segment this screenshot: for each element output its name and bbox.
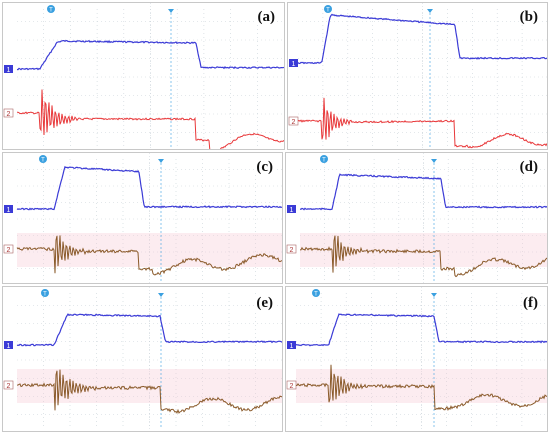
scope-trace-c: T 1 2 <box>3 153 282 283</box>
channel-1-trace <box>16 165 282 211</box>
cursor-marker <box>158 159 164 163</box>
ch2-badge <box>3 380 14 390</box>
grid <box>300 153 547 283</box>
ch2-label: 2 <box>292 119 296 126</box>
cursor-marker <box>431 293 437 297</box>
scope-trace-d: T 1 2 <box>286 153 547 283</box>
channel-2-marker: 2 <box>3 244 14 254</box>
channel-1-marker: 1 <box>4 205 13 214</box>
ch2-label: 2 <box>290 383 294 390</box>
ch1-label: 1 <box>7 207 11 214</box>
trigger-label: T <box>41 158 45 164</box>
ch2-badge <box>286 380 297 390</box>
ch1-badge <box>4 205 13 213</box>
ch2-label: 2 <box>290 247 294 254</box>
channel-2-marker: 2 <box>3 380 14 390</box>
channel-1-trace <box>16 313 282 347</box>
panel-c: T 1 2 (c) <box>2 152 283 284</box>
panel-label: (a) <box>256 9 276 25</box>
panel-f: T 1 2 (f) <box>285 286 548 432</box>
grid <box>17 153 282 283</box>
scope-trace-b: T 1 2 <box>288 3 547 149</box>
channel-1-marker: 1 <box>287 341 296 350</box>
ch1-label: 1 <box>292 61 296 68</box>
scope-trace-e: T 1 2 <box>3 287 282 431</box>
trigger-marker: T <box>324 5 332 14</box>
scope-trace-f: T 1 2 <box>286 287 547 431</box>
grid <box>17 3 284 149</box>
panel-label: (d) <box>518 159 539 175</box>
panel-e: T 1 2 (e) <box>2 286 283 432</box>
trigger-marker: T <box>39 155 47 164</box>
channel-2-marker: 2 <box>3 108 14 118</box>
trigger-label: T <box>322 158 326 164</box>
grid <box>17 287 282 431</box>
ch1-label: 1 <box>7 343 11 350</box>
scope-trace-a: T 1 2 <box>3 3 284 149</box>
channel-2-marker: 2 <box>286 244 297 254</box>
ch2-label: 2 <box>7 111 11 118</box>
trigger-icon <box>320 155 328 163</box>
ch1-badge <box>4 341 13 349</box>
ch2-badge <box>286 244 297 254</box>
persistence-glow <box>17 369 282 403</box>
cursor-marker <box>158 293 164 297</box>
trigger-marker: T <box>41 289 49 298</box>
panel-a: T 1 2 (a) <box>2 2 285 150</box>
channel-1-trace <box>299 173 547 211</box>
channel-2-trace <box>16 369 282 414</box>
grid <box>298 3 547 149</box>
trigger-label: T <box>314 292 318 298</box>
channel-1-trace <box>16 39 284 71</box>
ch2-badge <box>3 244 14 254</box>
cursor-marker <box>427 9 433 13</box>
channel-1-marker: 1 <box>4 65 13 74</box>
trigger-icon <box>324 5 332 13</box>
ch1-badge <box>289 59 298 67</box>
panel-label: (f) <box>522 295 539 311</box>
ch1-badge <box>287 341 296 349</box>
trigger-marker: T <box>320 155 328 164</box>
ch1-label: 1 <box>290 207 294 214</box>
ch2-badge <box>3 108 14 118</box>
trigger-label: T <box>326 8 330 14</box>
channel-1-marker: 1 <box>4 341 13 350</box>
channel-2-trace <box>300 235 547 278</box>
cursor-marker <box>431 159 437 163</box>
channel-1-trace <box>297 13 547 65</box>
panel-label: (e) <box>255 295 274 311</box>
channel-2-trace <box>16 89 284 149</box>
grid <box>296 287 547 431</box>
channel-2-marker: 2 <box>288 116 299 126</box>
ch2-label: 2 <box>7 247 11 254</box>
panel-label: (c) <box>255 159 274 175</box>
trigger-label: T <box>43 292 47 298</box>
ch1-label: 1 <box>290 343 294 350</box>
cursor-marker <box>168 9 174 13</box>
panel-b: T 1 2 (b) <box>287 2 548 150</box>
trigger-icon <box>41 289 49 297</box>
ch1-badge <box>287 205 296 213</box>
channel-2-marker: 2 <box>286 380 297 390</box>
trigger-icon <box>39 155 47 163</box>
trigger-icon <box>312 289 320 297</box>
trigger-icon <box>47 5 55 13</box>
panel-label: (b) <box>518 9 539 25</box>
channel-1-marker: 1 <box>289 59 298 68</box>
channel-2-trace <box>297 97 547 149</box>
trigger-label: T <box>49 8 53 14</box>
ch2-label: 2 <box>7 383 11 390</box>
channel-2-trace <box>16 235 282 276</box>
channel-1-marker: 1 <box>287 205 296 214</box>
channel-2-trace <box>295 364 547 411</box>
trigger-marker: T <box>47 5 55 14</box>
panel-d: T 1 2 (d) <box>285 152 548 284</box>
channel-1-trace <box>295 313 547 347</box>
ch1-label: 1 <box>7 67 11 74</box>
ch1-badge <box>4 65 13 73</box>
trigger-marker: T <box>312 289 320 298</box>
